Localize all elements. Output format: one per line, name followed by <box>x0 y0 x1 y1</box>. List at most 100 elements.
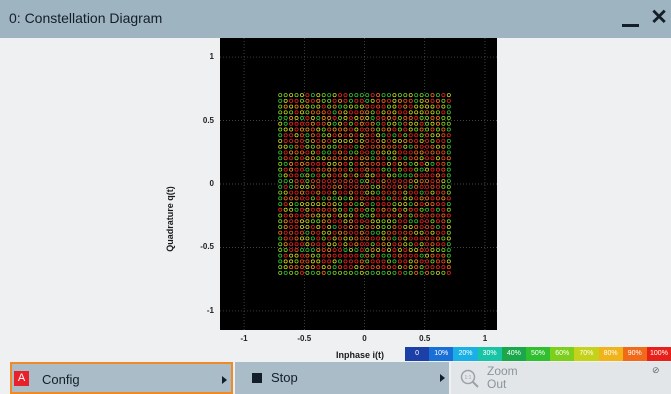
constellation-point <box>283 196 288 201</box>
constellation-point <box>321 213 326 218</box>
constellation-point <box>294 139 299 144</box>
constellation-point <box>414 179 419 184</box>
constellation-point <box>305 173 310 178</box>
constellation-point <box>348 144 353 149</box>
constellation-point <box>365 265 370 270</box>
constellation-point <box>354 116 359 121</box>
stop-button[interactable]: Stop <box>235 362 449 394</box>
y-tick-label: 0 <box>209 179 214 188</box>
constellation-point <box>370 110 375 115</box>
constellation-point <box>430 259 435 264</box>
constellation-point <box>332 116 337 121</box>
constellation-point <box>435 242 440 247</box>
constellation-point <box>354 139 359 144</box>
constellation-point <box>348 127 353 132</box>
constellation-point <box>446 202 451 207</box>
constellation-point <box>289 116 294 121</box>
constellation-point <box>354 207 359 212</box>
constellation-point <box>425 93 430 98</box>
constellation-point <box>414 184 419 189</box>
constellation-point <box>425 173 430 178</box>
constellation-point <box>359 265 364 270</box>
constellation-point <box>419 133 424 138</box>
constellation-point <box>403 224 408 229</box>
constellation-point <box>441 184 446 189</box>
constellation-point <box>305 156 310 161</box>
constellation-point <box>381 230 386 235</box>
constellation-point <box>305 167 310 172</box>
constellation-point <box>419 236 424 241</box>
constellation-point <box>430 247 435 252</box>
constellation-point <box>386 110 391 115</box>
constellation-point <box>397 127 402 132</box>
constellation-point <box>316 104 321 109</box>
constellation-point <box>376 156 381 161</box>
constellation-point <box>386 207 391 212</box>
constellation-point <box>376 184 381 189</box>
constellation-point <box>386 219 391 224</box>
constellation-point <box>403 190 408 195</box>
constellation-point <box>441 179 446 184</box>
constellation-point <box>446 133 451 138</box>
constellation-point <box>348 139 353 144</box>
constellation-point <box>310 179 315 184</box>
constellation-point <box>310 213 315 218</box>
colorbar-segment: 40% <box>501 347 526 361</box>
constellation-point <box>316 93 321 98</box>
constellation-point <box>419 265 424 270</box>
constellation-point <box>299 110 304 115</box>
constellation-point <box>408 93 413 98</box>
constellation-point <box>299 139 304 144</box>
zoom-out-button[interactable]: 1:1 Zoom Out ⊘ <box>451 362 671 394</box>
constellation-point <box>430 104 435 109</box>
constellation-point <box>321 93 326 98</box>
constellation-point <box>386 253 391 258</box>
config-button[interactable]: A Config <box>10 362 233 394</box>
constellation-point <box>419 270 424 275</box>
constellation-point <box>376 224 381 229</box>
chevron-right-icon <box>440 374 445 382</box>
constellation-point <box>343 224 348 229</box>
constellation-point <box>321 202 326 207</box>
constellation-point <box>310 127 315 132</box>
constellation-point <box>419 213 424 218</box>
constellation-point <box>408 167 413 172</box>
constellation-point <box>446 242 451 247</box>
constellation-point <box>408 224 413 229</box>
constellation-point <box>376 219 381 224</box>
constellation-point <box>397 150 402 155</box>
constellation-point <box>348 253 353 258</box>
constellation-point <box>321 224 326 229</box>
constellation-point <box>316 265 321 270</box>
constellation-point <box>332 139 337 144</box>
constellation-point <box>386 259 391 264</box>
constellation-point <box>435 196 440 201</box>
constellation-point <box>381 270 386 275</box>
colorbar-segment: 60% <box>550 347 575 361</box>
constellation-point <box>278 173 283 178</box>
constellation-point <box>327 265 332 270</box>
constellation-point <box>354 127 359 132</box>
constellation-point <box>354 167 359 172</box>
constellation-point <box>283 202 288 207</box>
constellation-point <box>397 98 402 103</box>
constellation-point <box>370 156 375 161</box>
constellation-point <box>414 265 419 270</box>
constellation-point <box>403 116 408 121</box>
constellation-point <box>441 202 446 207</box>
constellation-point <box>392 265 397 270</box>
constellation-point <box>441 173 446 178</box>
minimize-icon[interactable] <box>620 9 640 29</box>
constellation-point <box>446 184 451 189</box>
constellation-point <box>283 230 288 235</box>
constellation-point <box>408 110 413 115</box>
constellation-point <box>305 144 310 149</box>
constellation-point <box>397 156 402 161</box>
constellation-point <box>381 167 386 172</box>
close-icon[interactable]: ✕ <box>650 6 668 29</box>
constellation-point <box>381 133 386 138</box>
constellation-point <box>289 253 294 258</box>
constellation-point <box>305 161 310 166</box>
constellation-point <box>321 219 326 224</box>
constellation-point <box>310 236 315 241</box>
